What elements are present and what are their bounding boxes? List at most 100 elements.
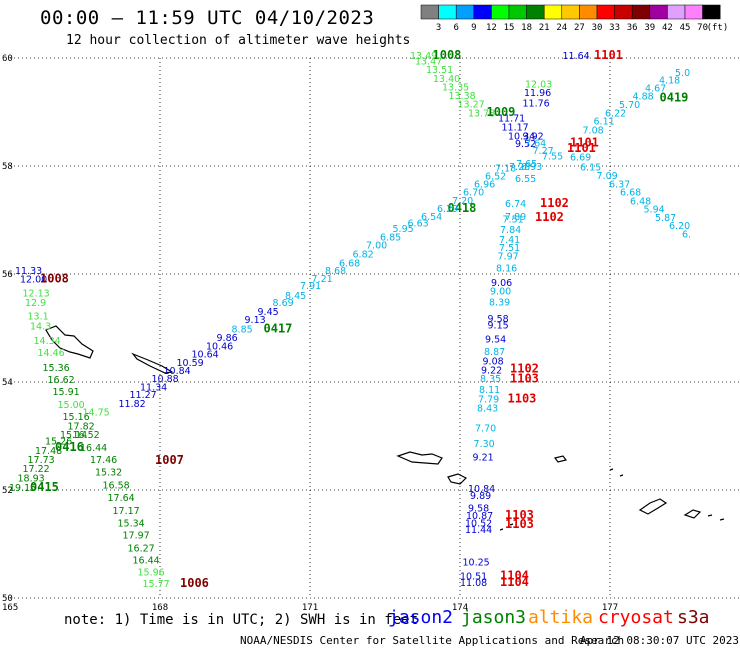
wave-height-value: 16.44 — [80, 443, 107, 454]
wave-height-value: 17.48 — [35, 446, 62, 457]
wave-height-value: 16.62 — [48, 375, 75, 386]
wave-height-value: 7.65 — [516, 159, 537, 170]
legend-tick-label: 3 — [436, 23, 441, 33]
wave-height-value: 7.30 — [474, 439, 495, 450]
generated-timestamp: Apr 12 08:30:07 UTC 2023 — [580, 634, 739, 647]
track-id-label: 1008 — [40, 272, 69, 286]
wave-height-value: 6.93 — [521, 162, 542, 173]
wave-height-value: 8.35 — [480, 374, 501, 385]
track-id-label: 1006 — [180, 576, 209, 590]
wave-height-value: 4.67 — [645, 83, 666, 94]
legend-tick-label: 21 — [539, 23, 550, 33]
wave-height-value: 9.21 — [473, 452, 494, 463]
wave-height-value: 12.13 — [23, 289, 50, 300]
wave-height-value: 16.52 — [73, 430, 100, 441]
wave-height-value: 11.71 — [498, 114, 525, 125]
wave-height-value: 6.70 — [463, 188, 484, 199]
legend-tick-label: 27 — [574, 23, 585, 33]
wave-height-value: 8.16 — [496, 263, 517, 274]
legend-tick-label: 9 — [471, 23, 476, 33]
wave-height-value: 7.55 — [542, 152, 563, 163]
legend-altika: altika — [528, 607, 594, 628]
wave-height-value: 6.37 — [609, 180, 630, 191]
footer-note: note: 1) Time is in UTC; 2) SWH is in fe… — [64, 612, 419, 628]
wave-height-value: 15.32 — [95, 467, 122, 478]
longitude-label: 168 — [152, 603, 168, 613]
wave-height-value: 15.14 — [60, 430, 87, 441]
longitude-label: 177 — [602, 603, 618, 613]
wave-height-value: 14.34 — [34, 336, 61, 347]
wave-height-value: 9.13 — [245, 315, 266, 326]
wave-height-value: 7.00 — [366, 241, 387, 252]
wave-height-value: 8.85 — [232, 324, 253, 335]
wave-height-value: 8.39 — [489, 297, 510, 308]
color-legend: 3 6 9 12 15 18 21 24 27 30 33 36 39 42 45 70(ft) — [420, 4, 728, 33]
coastline-aleutian-east — [638, 498, 668, 515]
wave-height-value: 10.84 — [468, 484, 495, 495]
wave-height-value: 5.70 — [619, 100, 640, 111]
wave-height-value: 15.26 — [45, 437, 72, 448]
wave-height-value: 6.15 — [580, 162, 601, 173]
wave-height-value: 12.00 — [20, 275, 47, 286]
wave-height-value: 15.91 — [53, 387, 80, 398]
track-id-label: 1101 — [567, 141, 596, 155]
wave-height-value: 9.86 — [217, 333, 238, 344]
wave-height-value: 13.1 — [28, 311, 49, 322]
wave-height-value: 10.34 — [508, 132, 535, 143]
wave-height-value: 6.22 — [605, 108, 626, 119]
wave-height-value: 8.45 — [285, 291, 306, 302]
wave-height-value: 7.27 — [533, 146, 554, 157]
coastline-aleutian-mid — [447, 473, 468, 485]
wave-height-value: 15.77 — [143, 579, 170, 590]
wave-height-value: 7.79 — [478, 395, 499, 406]
longitude-label: 174 — [452, 603, 468, 613]
legend-jason2: jason2 — [388, 607, 454, 628]
track-id-label: 1007 — [155, 453, 184, 467]
legend-tick-label: 30 — [592, 23, 603, 33]
wave-height-value: 6.74 — [505, 199, 526, 210]
wave-height-value: 9.45 — [258, 307, 279, 318]
longitude-label: 171 — [302, 603, 318, 613]
wave-height-value: 9.54 — [485, 335, 506, 346]
track-id-label: 1103 — [505, 508, 534, 522]
wave-height-value: 17.64 — [108, 493, 135, 504]
wave-height-value: 9.92 — [523, 132, 544, 143]
track-id-label: 0416 — [55, 440, 84, 454]
longitude-label: 165 — [2, 603, 18, 613]
wave-height-value: 9.52 — [515, 139, 536, 150]
coastline-aleutian-small — [553, 455, 568, 463]
wave-height-value: 8.87 — [484, 347, 505, 358]
track-id-label: 0417 — [264, 321, 293, 335]
wave-height-value: 13.40 — [433, 74, 460, 85]
wave-height-value: 15.36 — [43, 363, 70, 374]
wave-height-value: 7.41 — [499, 235, 520, 246]
track-id-label: 1103 — [508, 392, 537, 406]
track-id-label: 1102 — [535, 210, 564, 224]
wave-height-value: 18.93 — [18, 473, 45, 484]
wave-height-value: 6.63 — [408, 218, 429, 229]
page-subtitle: 12 hour collection of altimeter wave hei… — [66, 33, 411, 48]
coastline-commander-island — [131, 352, 174, 374]
latitude-label: 52 — [2, 486, 13, 496]
wave-height-value: 15.96 — [138, 567, 165, 578]
legend-tick-label: 42 — [662, 23, 673, 33]
latitude-label: 56 — [2, 270, 13, 280]
wave-height-value: 11.44 — [465, 525, 492, 536]
wave-height-value: 13.49 — [410, 51, 437, 62]
wave-height-value: 15.16 — [63, 412, 90, 423]
wave-height-value: 9.22 — [481, 365, 502, 376]
wave-height-value: 7.20 — [452, 196, 473, 207]
wave-height-value: 7.89 — [505, 212, 526, 223]
legend-tick-label: 24 — [556, 23, 567, 33]
track-id-label: 1102 — [540, 196, 569, 210]
track-id-label: 1103 — [510, 372, 539, 386]
wave-height-value: 6.85 — [380, 233, 401, 244]
wave-height-value: 6.69 — [570, 153, 591, 164]
wave-height-value: 9.08 — [483, 357, 504, 368]
wave-height-value: 11.82 — [119, 399, 146, 410]
wave-height-value: 6.48 — [630, 196, 651, 207]
wave-height-value: 13.78 — [468, 108, 495, 119]
legend-tick-label: 18 — [521, 23, 532, 33]
wave-height-value: 11.96 — [524, 88, 551, 99]
